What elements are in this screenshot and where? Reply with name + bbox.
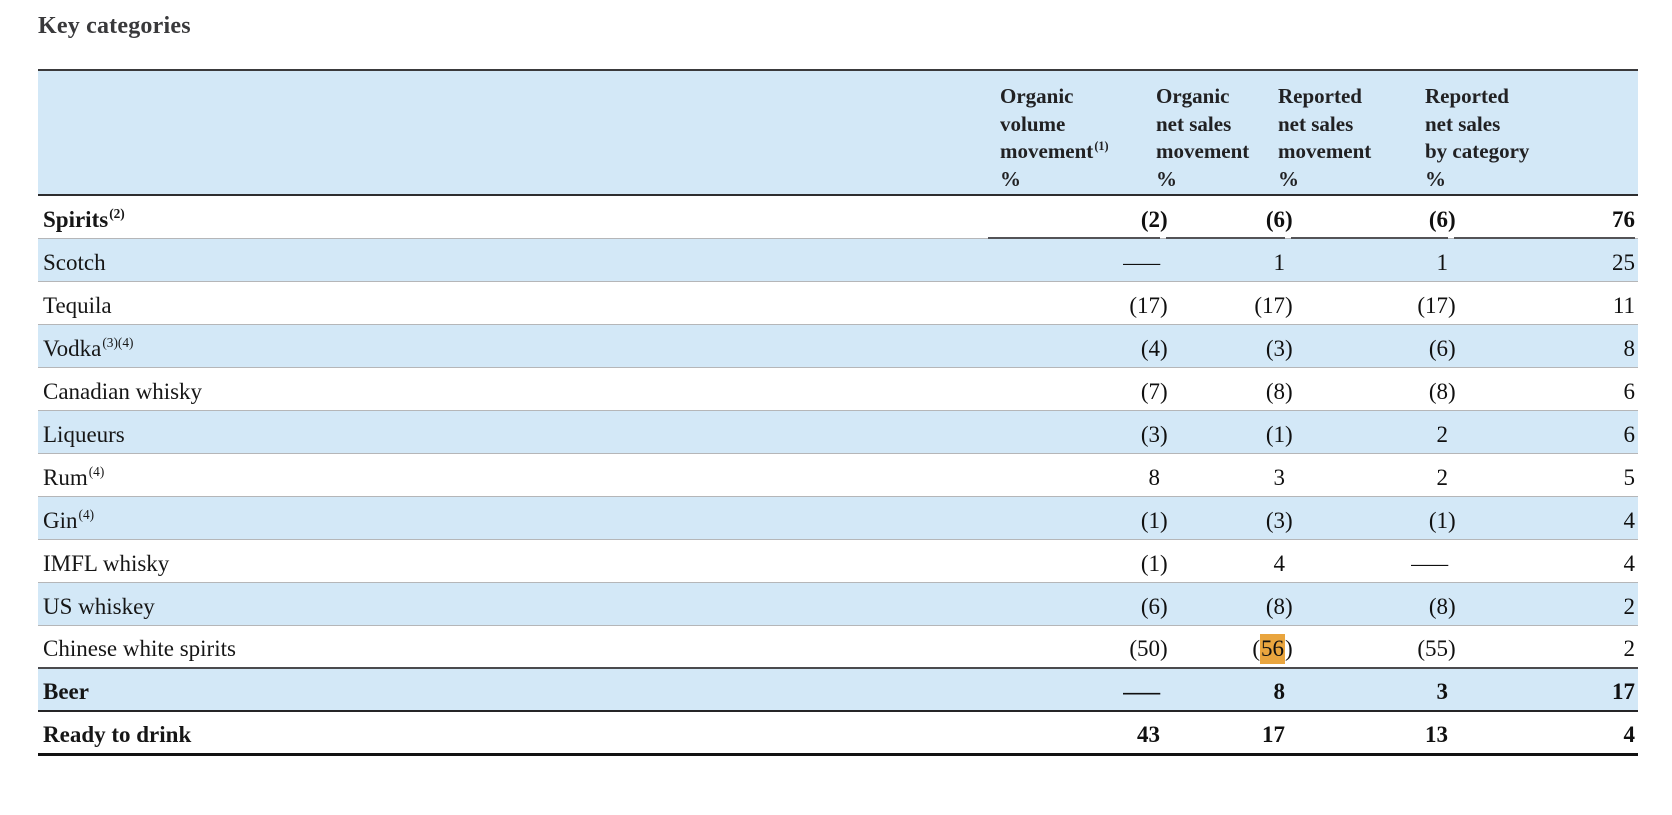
value-cell: 8: [1163, 668, 1288, 712]
value-cell: (17): [985, 281, 1168, 325]
row-label: Beer: [38, 668, 985, 712]
document-page: Key categories Organic volume movement(1…: [0, 13, 1672, 756]
table-body: Spirits(2) (2) (6) (6) 76 Scotch —1 1 25 Tequila(…: [38, 195, 1638, 756]
value-cell: 1: [1163, 238, 1288, 282]
row-imfl-whisky: IMFL whisky (1) 4—4: [38, 539, 1638, 583]
value-cell: (6): [1288, 324, 1456, 368]
row-canadian-whisky: Canadian whisky (7) (8) (8) 6: [38, 367, 1638, 411]
row-label: Liqueurs: [38, 410, 985, 454]
row-label: Tequila: [38, 281, 985, 325]
value-cell: 43: [985, 711, 1163, 756]
value-cell: (50): [985, 625, 1168, 669]
row-beer: Beer —8 3 17: [38, 668, 1638, 712]
nil-dash: —: [1123, 249, 1160, 275]
value-cell: 25: [1451, 238, 1638, 282]
corner-cell: [38, 70, 985, 196]
row-us-whiskey: US whiskey(6)(8)(8)2: [38, 582, 1638, 626]
value-cell: 2: [1288, 453, 1451, 497]
footnote-ref: (4): [78, 507, 95, 523]
column-header-organic-net-sales-movement: Organic net sales movement %: [1156, 70, 1288, 196]
value-cell: (7): [985, 367, 1168, 411]
value-cell: (6): [1163, 195, 1293, 239]
value-cell: 2: [1451, 582, 1638, 626]
value-cell: 3: [1288, 668, 1451, 712]
value-cell: 1: [1288, 238, 1451, 282]
column-header-reported-net-sales-by-category: Reported net sales by category %: [1425, 70, 1638, 196]
row-label: Canadian whisky: [38, 367, 985, 411]
value-cell: 4: [1451, 711, 1638, 756]
value-cell: 2: [1288, 410, 1451, 454]
row-vodka: Vodka(3)(4)(4)(3)(6)8: [38, 324, 1638, 368]
value-cell: 11: [1451, 281, 1638, 325]
value-cell: (1): [1163, 410, 1293, 454]
row-ready-to-drink: Ready to drink 43 17 13 4: [38, 711, 1638, 756]
header-row: Organic volume movement(1) % Organic net …: [38, 70, 1638, 196]
value-cell: 8: [985, 453, 1163, 497]
highlight-mark: 56: [1260, 634, 1285, 665]
value-cell: 76: [1451, 195, 1638, 239]
value-cell: 8: [1451, 324, 1638, 368]
row-gin: Gin(4)(1)(3)(1)4: [38, 496, 1638, 540]
row-liqueurs: Liqueurs(3)(1)26: [38, 410, 1638, 454]
row-label: Gin(4): [38, 496, 985, 540]
value-cell: (3): [985, 410, 1168, 454]
nil-dash: —: [1411, 550, 1448, 576]
row-label: Vodka(3)(4): [38, 324, 985, 368]
value-cell: (3): [1163, 496, 1293, 540]
footnote-ref: (2): [109, 206, 125, 222]
value-cell: (4): [985, 324, 1168, 368]
table-header: Organic volume movement(1) % Organic net …: [38, 70, 1638, 196]
row-label: Rum(4): [38, 453, 985, 497]
footnote-ref: (4): [88, 464, 105, 480]
value-cell: 4: [1163, 539, 1288, 583]
value-cell: (8): [1163, 367, 1293, 411]
value-cell: (6): [985, 582, 1168, 626]
value-cell: —: [985, 238, 1163, 282]
page-title: Key categories: [38, 13, 191, 39]
value-cell: (3): [1163, 324, 1293, 368]
value-cell: (1): [985, 539, 1168, 583]
column-header-reported-net-sales-movement: Reported net sales movement %: [1278, 70, 1451, 196]
value-cell: (2): [985, 195, 1168, 239]
value-cell: (1): [985, 496, 1168, 540]
value-cell: (1): [1288, 496, 1456, 540]
value-cell: 17: [1451, 668, 1638, 712]
row-label: Ready to drink: [38, 711, 985, 756]
value-cell: —: [985, 668, 1163, 712]
value-cell: 5: [1451, 453, 1638, 497]
column-header-organic-volume-movement: Organic volume movement(1) %: [985, 70, 1163, 196]
value-cell: 4: [1451, 496, 1638, 540]
row-rum: Rum(4) 8 3 2 5: [38, 453, 1638, 497]
value-cell: (56): [1163, 625, 1293, 669]
row-tequila: Tequila (17) (17) (17) 11: [38, 281, 1638, 325]
row-spirits: Spirits(2) (2) (6) (6) 76: [38, 195, 1638, 239]
value-cell: (55): [1288, 625, 1456, 669]
row-scotch: Scotch —1 1 25: [38, 238, 1638, 282]
row-label: Spirits(2): [38, 195, 985, 239]
value-cell: 17: [1163, 711, 1288, 756]
value-cell: 4: [1451, 539, 1638, 583]
value-cell: (17): [1163, 281, 1293, 325]
nil-dash: —: [1123, 679, 1160, 705]
value-cell: (17): [1288, 281, 1456, 325]
row-label: Chinese white spirits: [38, 625, 985, 669]
value-cell: (8): [1288, 582, 1456, 626]
footnote-ref: (3)(4): [102, 335, 134, 351]
row-label: US whiskey: [38, 582, 985, 626]
footnote-ref: (1): [1094, 139, 1109, 154]
value-cell: 6: [1451, 367, 1638, 411]
value-cell: 2: [1451, 625, 1638, 669]
value-cell: —: [1288, 539, 1451, 583]
row-label: IMFL whisky: [38, 539, 985, 583]
value-cell: 6: [1451, 410, 1638, 454]
value-cell: (8): [1163, 582, 1293, 626]
row-label: Scotch: [38, 238, 985, 282]
key-categories-table: Organic volume movement(1) % Organic net …: [38, 69, 1638, 756]
row-chinese-white-spirits: Chinese white spirits (50) (56) (55) 2: [38, 625, 1638, 669]
value-cell: (8): [1288, 367, 1456, 411]
value-cell: (6): [1288, 195, 1456, 239]
value-cell: 3: [1163, 453, 1288, 497]
value-cell: 13: [1288, 711, 1451, 756]
